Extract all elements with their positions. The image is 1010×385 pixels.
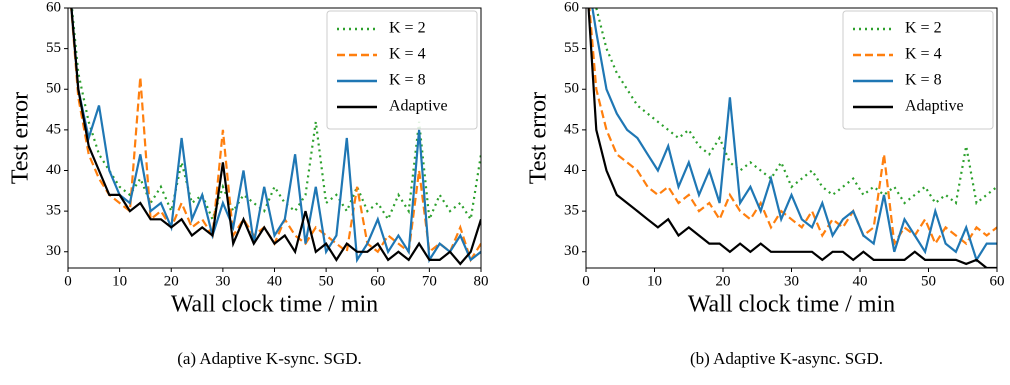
legend-box — [842, 10, 994, 130]
y-axis-label: Test error — [526, 92, 552, 184]
legend-box — [326, 10, 478, 130]
legend-label: K = 2 — [389, 20, 426, 37]
y-tick-label: 30 — [564, 243, 579, 259]
y-tick-label: 60 — [564, 0, 579, 15]
x-tick-label: 40 — [853, 273, 868, 289]
y-tick-label: 45 — [564, 121, 579, 137]
y-tick-label: 40 — [564, 162, 579, 178]
caption: (a) Adaptive K-sync. SGD. — [177, 349, 362, 368]
x-axis-label: Wall clock time / min — [688, 292, 895, 318]
x-tick-label: 30 — [215, 273, 230, 289]
series-line — [70, 8, 481, 266]
series-line — [588, 8, 997, 247]
legend-label: Adaptive — [905, 98, 964, 115]
y-tick-label: 35 — [46, 203, 61, 219]
legend-label: K = 4 — [389, 46, 426, 63]
series-line — [587, 8, 997, 268]
y-tick-label: 55 — [46, 40, 61, 56]
y-tick-label: 45 — [46, 121, 61, 137]
x-tick-label: 10 — [112, 273, 127, 289]
x-tick-label: 60 — [370, 273, 385, 289]
x-tick-label: 0 — [582, 273, 590, 289]
legend-label: K = 2 — [905, 20, 942, 37]
subplot: 0 10 20 30 40 50 60 30 35 40 45 50 55 60 Wall clock ti… — [526, 0, 1005, 368]
y-axis-label: Test error — [8, 92, 34, 184]
y-tick-label: 55 — [564, 40, 579, 56]
series-line — [591, 8, 997, 263]
x-axis-label: Wall clock time / min — [171, 292, 378, 318]
x-tick-label: 70 — [422, 273, 437, 289]
x-tick-label: 20 — [716, 273, 731, 289]
series-line — [595, 8, 997, 206]
legend-label: K = 4 — [905, 46, 942, 63]
legend-label: K = 8 — [905, 72, 942, 89]
caption: (b) Adaptive K-async. SGD. — [690, 349, 883, 368]
legend-label: Adaptive — [389, 98, 448, 115]
x-tick-label: 30 — [784, 273, 799, 289]
y-tick-label: 50 — [564, 81, 579, 97]
series-line — [70, 8, 481, 264]
x-tick-label: 40 — [267, 273, 282, 289]
y-tick-label: 35 — [564, 203, 579, 219]
subplot: 0 10 20 30 40 50 60 70 80 30 35 40 45 50 55 60 Wall cloc… — [8, 0, 489, 368]
x-tick-label: 60 — [990, 273, 1005, 289]
x-tick-label: 50 — [921, 273, 936, 289]
x-tick-label: 0 — [64, 273, 72, 289]
x-tick-label: 20 — [164, 273, 179, 289]
y-tick-label: 60 — [46, 0, 61, 15]
y-tick-label: 50 — [46, 81, 61, 97]
y-tick-label: 30 — [46, 243, 61, 259]
x-tick-label: 80 — [474, 273, 489, 289]
x-tick-label: 50 — [319, 273, 334, 289]
y-tick-label: 40 — [46, 162, 61, 178]
x-tick-label: 10 — [647, 273, 662, 289]
series-line — [70, 8, 481, 223]
legend-label: K = 8 — [389, 72, 426, 89]
